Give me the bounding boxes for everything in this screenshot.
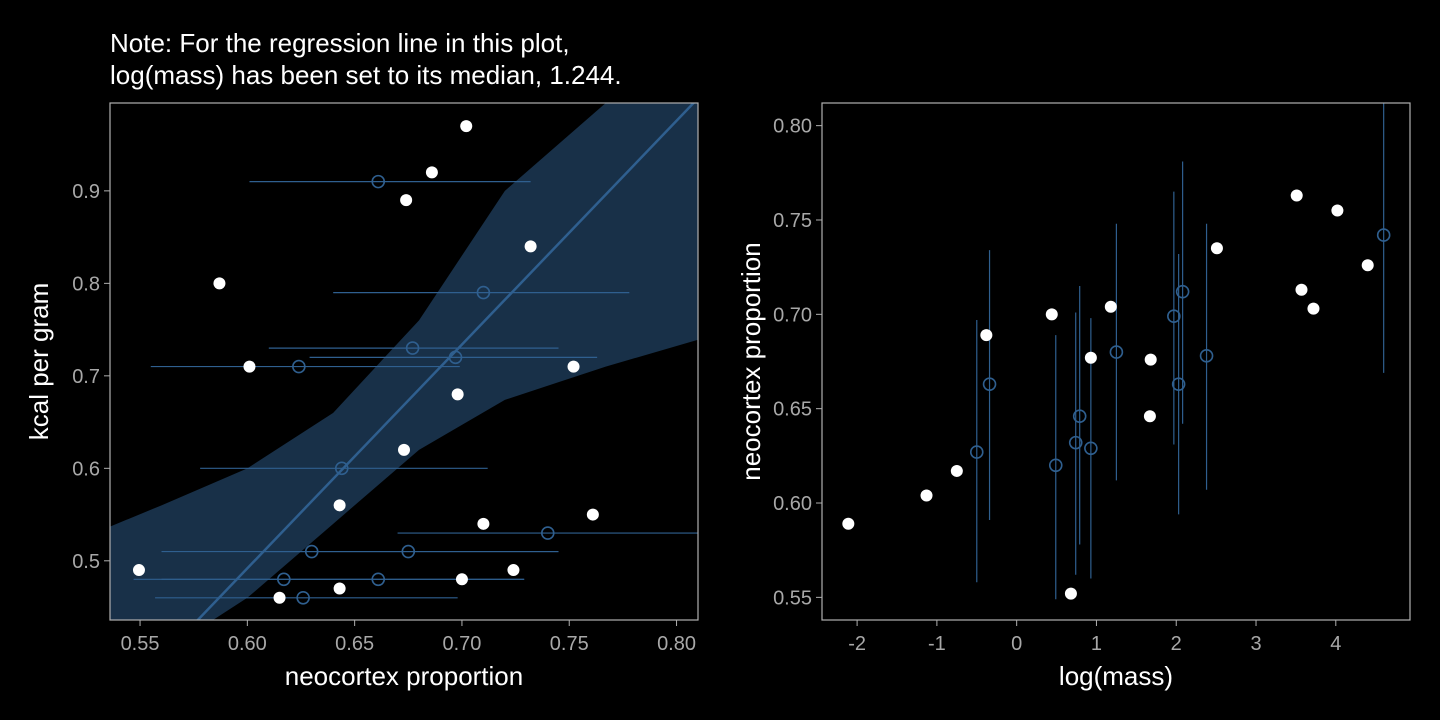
observed-point [1307,302,1320,315]
imputed-point [304,544,319,559]
observed-point [950,464,963,477]
x-tick-label: 0.65 [335,633,374,655]
observed-point [451,388,464,401]
y-tick-label: 0.70 [773,304,812,326]
imputed-point [296,591,310,605]
imputed-point [969,445,984,459]
imputed-point [401,544,416,559]
imputed-point [277,572,291,587]
imputed-point [1084,441,1098,456]
x-axis-label: neocortex proportion [285,661,523,691]
imputed-point [1199,349,1214,363]
observed-point [132,564,145,577]
plot-area [842,103,1391,600]
imputed-point [292,359,306,374]
x-tick-label: 0.55 [121,633,160,655]
imputed-point [982,377,997,391]
observed-point [243,360,256,373]
observed-point [507,564,520,577]
x-tick-label: -1 [928,633,946,655]
observed-point [477,517,490,530]
y-tick-label: 0.6 [72,458,100,480]
y-tick-label: 0.65 [773,399,812,421]
observed-point [213,277,226,290]
x-tick-label: 1 [1091,633,1102,655]
panel-border [821,102,1411,621]
x-tick-label: 2 [1171,633,1182,655]
observed-point [400,194,413,207]
imputed-point [334,461,349,476]
observed-point [1361,259,1374,272]
x-axis-label: log(mass) [1059,661,1173,691]
imputed-point [448,350,463,365]
y-tick-label: 0.7 [72,366,100,388]
observed-point [1210,242,1223,255]
x-tick-label: 0.75 [550,633,589,655]
observed-point [1331,204,1344,217]
chart-title: log(mass) has been set to its median, 1.… [110,60,622,90]
imputed-point [1171,377,1186,391]
regression-line [196,103,696,620]
y-tick-label: 0.80 [773,116,812,138]
observed-point [460,120,473,133]
observed-point [524,240,537,253]
imputed-point [1109,345,1124,359]
y-tick-label: 0.5 [72,551,100,573]
panel-border [109,102,699,621]
x-tick-label: 0.80 [657,633,696,655]
imputed-point [1376,228,1391,242]
y-axis-label: kcal per gram [24,283,54,441]
observed-point [1045,308,1058,321]
imputed-point [1072,409,1087,424]
y-tick-label: 0.9 [72,181,100,203]
observed-point [1104,300,1117,313]
observed-point [980,329,993,342]
observed-point [1143,410,1156,423]
chart-title: Note: For the regression line in this pl… [110,28,570,58]
y-axis-label: neocortex proportion [736,242,766,480]
imputed-point [540,526,555,540]
x-tick-label: 0.70 [442,633,481,655]
observed-point [1064,587,1077,600]
y-tick-label: 0.75 [773,210,812,232]
confidence-band [110,103,698,620]
imputed-point [1167,309,1181,324]
observed-point [273,591,286,604]
observed-point [1295,283,1308,296]
observed-point [567,360,580,373]
observed-point [1084,351,1097,364]
observed-point [333,582,346,595]
plot-area [110,103,698,620]
imputed-point [371,572,386,587]
observed-point [1290,189,1303,202]
x-tick-label: 0.60 [228,633,267,655]
y-tick-label: 0.8 [72,273,100,295]
x-tick-label: -2 [848,633,866,655]
observed-point [842,517,855,530]
observed-point [425,166,438,179]
imputed-point [1175,284,1190,299]
observed-point [586,508,599,521]
x-tick-label: 0 [1011,633,1022,655]
imputed-point [1048,458,1063,473]
imputed-point [371,174,386,189]
observed-point [920,489,933,502]
imputed-point [476,285,491,300]
observed-point [398,443,410,456]
imputed-point [1068,435,1083,450]
observed-point [1144,353,1157,366]
x-tick-label: 3 [1250,633,1261,655]
x-tick-label: 4 [1330,633,1341,655]
imputed-point [405,341,420,355]
y-tick-label: 0.55 [773,587,812,609]
observed-point [455,573,468,586]
y-tick-label: 0.60 [773,493,812,515]
observed-point [333,499,346,512]
